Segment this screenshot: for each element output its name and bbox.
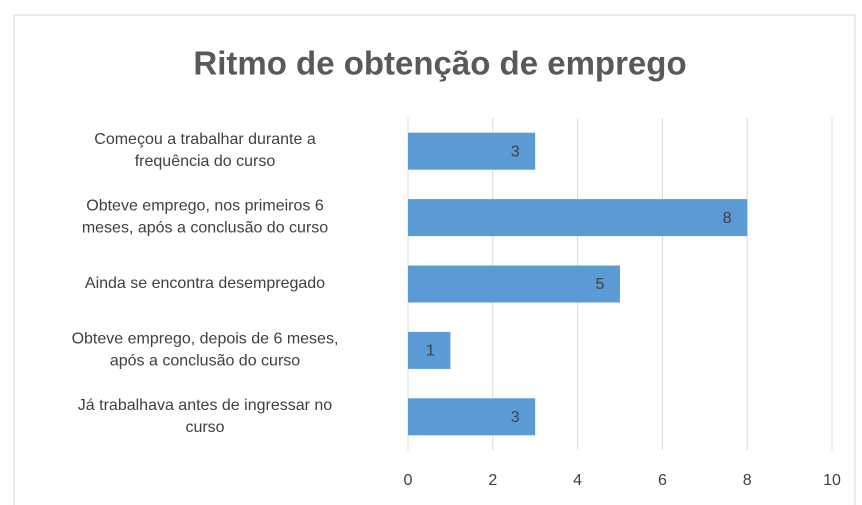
chart-title: Ritmo de obtenção de emprego [193, 45, 686, 82]
chart-frame [13, 14, 856, 505]
value-label: 5 [596, 276, 605, 293]
label-line: Obteve emprego, nos primeiros 6 [86, 198, 324, 215]
label-line: curso [185, 419, 224, 436]
bar [408, 265, 620, 303]
bar [408, 199, 748, 237]
label-line: Ainda se encontra desempregado [85, 275, 325, 292]
x-tick-label: 4 [573, 472, 582, 489]
x-tick-label: 10 [823, 472, 841, 489]
value-label: 1 [426, 343, 435, 360]
label-line: frequência do curso [135, 153, 276, 170]
y-tick-label: Obteve emprego, depois de 6 meses, após a… [72, 331, 339, 370]
label-line: Já trabalhava antes de ingressar no [78, 397, 332, 414]
bar [408, 331, 451, 369]
label-line: Começou a trabalhar durante a [94, 131, 316, 148]
value-label: 8 [723, 210, 732, 227]
x-tick-label: 8 [743, 472, 752, 489]
x-tick-label: 6 [658, 472, 667, 489]
y-tick-label: Já trabalhava antes de ingressar no curso [78, 397, 332, 436]
x-tick-label: 0 [404, 472, 413, 489]
x-tick-label: 2 [488, 472, 497, 489]
value-label: 3 [511, 409, 520, 426]
bar [408, 398, 536, 436]
label-line: meses, após a conclusão do curso [82, 220, 328, 237]
y-tick-label: Obteve emprego, nos primeiros 6 meses, ap… [82, 198, 328, 237]
bar [408, 132, 536, 170]
label-line: após a conclusão do curso [110, 353, 300, 370]
label-line: Obteve emprego, depois de 6 meses, [72, 331, 339, 348]
y-tick-label: Ainda se encontra desempregado [85, 275, 325, 292]
y-tick-label: Começou a trabalhar durante a frequência … [94, 131, 316, 170]
value-label: 3 [511, 143, 520, 160]
